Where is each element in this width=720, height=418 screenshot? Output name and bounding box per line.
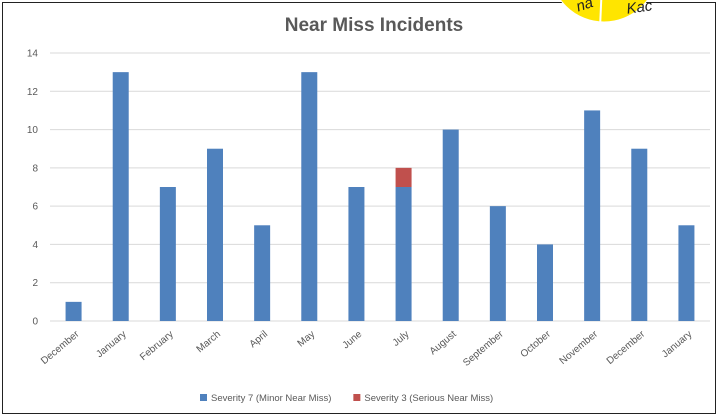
sticker-left-text: na bbox=[574, 0, 595, 15]
bar-severity7-2 bbox=[159, 187, 176, 321]
bar-severity7-11 bbox=[584, 110, 601, 321]
bar-severity7-6 bbox=[348, 187, 365, 321]
bar-severity7-1 bbox=[112, 72, 129, 322]
x-tick-label: December bbox=[605, 328, 648, 367]
x-tick-label: January bbox=[94, 329, 128, 360]
bars bbox=[65, 72, 695, 322]
legend-swatch bbox=[353, 394, 361, 401]
y-tick-label: 14 bbox=[27, 49, 39, 60]
bar-severity7-8 bbox=[442, 129, 459, 321]
x-tick-label: May bbox=[296, 329, 318, 350]
bar-severity7-10 bbox=[537, 244, 553, 321]
sticker-right-text: Kac bbox=[625, 0, 653, 18]
y-axis: 0 2 4 6 8 10 12 14 bbox=[27, 49, 39, 328]
y-tick-label: 10 bbox=[27, 125, 39, 136]
bar-severity7-4 bbox=[254, 225, 271, 321]
bar-severity3-7 bbox=[395, 167, 412, 187]
x-tick-label: February bbox=[138, 329, 176, 363]
x-tick-label: January bbox=[660, 329, 694, 360]
bar-severity7-7 bbox=[395, 187, 412, 321]
x-tick-label: April bbox=[248, 329, 270, 350]
x-tick-label: March bbox=[195, 329, 223, 355]
bar-severity7-9 bbox=[489, 206, 506, 321]
x-tick-label: August bbox=[428, 329, 459, 358]
x-tick-label: June bbox=[341, 329, 365, 352]
x-axis: December January February March April May June… bbox=[39, 328, 694, 368]
legend: Severity 7 (Minor Near Miss) Severity 3 (… bbox=[200, 393, 493, 404]
y-tick-label: 6 bbox=[32, 202, 38, 213]
bar-severity7-3 bbox=[207, 148, 223, 321]
y-tick-label: 0 bbox=[32, 317, 38, 328]
gridlines bbox=[50, 52, 710, 322]
bar-severity7-5 bbox=[301, 72, 318, 322]
legend-swatch bbox=[200, 394, 207, 401]
bar-severity7-12 bbox=[631, 148, 648, 321]
legend-label: Severity 3 (Serious Near Miss) bbox=[364, 393, 493, 404]
bar-severity7-0 bbox=[65, 301, 82, 321]
y-tick-label: 2 bbox=[32, 278, 38, 289]
y-tick-label: 8 bbox=[32, 163, 38, 174]
x-tick-label: November bbox=[558, 328, 601, 367]
bar-severity7-13 bbox=[678, 225, 695, 321]
x-tick-label: October bbox=[519, 328, 554, 360]
x-tick-label: July bbox=[391, 329, 412, 349]
y-tick-label: 12 bbox=[27, 87, 39, 98]
legend-label: Severity 7 (Minor Near Miss) bbox=[211, 393, 331, 404]
corner-sticker: na Kac bbox=[559, 0, 654, 29]
x-tick-label: September bbox=[461, 328, 506, 368]
x-tick-label: December bbox=[39, 328, 82, 367]
chart-title: Near Miss Incidents bbox=[285, 15, 463, 36]
y-tick-label: 4 bbox=[32, 240, 38, 251]
